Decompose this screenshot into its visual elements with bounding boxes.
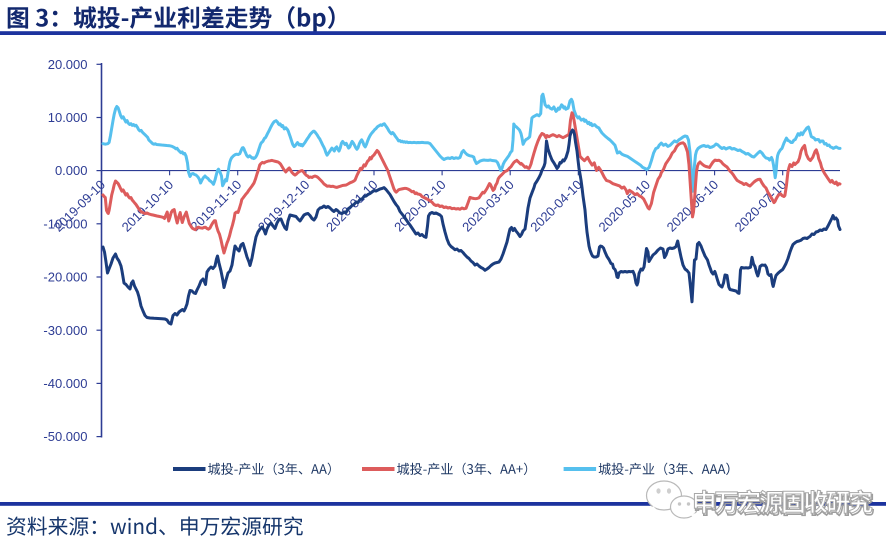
svg-text:-40.000: -40.000 xyxy=(43,376,87,391)
svg-text:-20.000: -20.000 xyxy=(43,270,87,285)
svg-text:2020-07-10: 2020-07-10 xyxy=(732,177,790,235)
svg-text:2019-10-10: 2019-10-10 xyxy=(119,177,177,235)
svg-text:-50.000: -50.000 xyxy=(43,429,87,444)
svg-text:10.000: 10.000 xyxy=(48,110,88,125)
svg-text:20.000: 20.000 xyxy=(48,57,88,72)
svg-text:-30.000: -30.000 xyxy=(43,323,87,338)
svg-text:-10.000: -10.000 xyxy=(43,216,87,231)
svg-text:0.000: 0.000 xyxy=(55,163,88,178)
